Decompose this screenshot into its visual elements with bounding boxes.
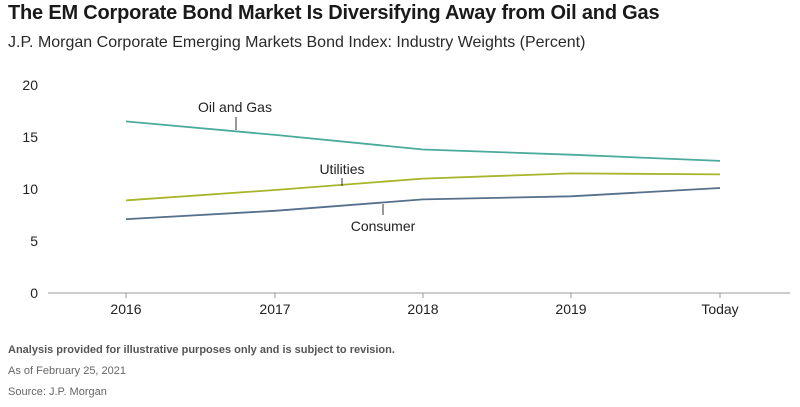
x-tick-label: 2016	[110, 301, 141, 317]
series-label-oil-and-gas: Oil and Gas	[198, 99, 272, 115]
x-tick-label: 2019	[555, 301, 586, 317]
series-line-consumer	[125, 187, 721, 221]
series-line-oil-and-gas	[125, 120, 721, 162]
x-tick-label: Today	[701, 301, 738, 317]
y-tick-label: 20	[22, 77, 38, 93]
y-tick-label: 15	[22, 129, 38, 145]
x-tick-label: 2017	[259, 301, 290, 317]
chart-axes: 0 5 10 15 20 2016 2017 2018 2019 Today	[22, 77, 790, 317]
chart-series	[125, 120, 721, 221]
series-label-utilities: Utilities	[319, 161, 364, 177]
y-tick-label: 5	[30, 233, 38, 249]
series-line-utilities	[125, 172, 721, 202]
chart-series-labels: Oil and Gas Utilities Consumer	[198, 99, 416, 234]
source-note: Source: J.P. Morgan	[8, 386, 107, 398]
chart-title: The EM Corporate Bond Market Is Diversif…	[8, 2, 660, 24]
y-tick-label: 0	[30, 285, 38, 301]
series-label-consumer: Consumer	[351, 218, 416, 234]
chart-subtitle: J.P. Morgan Corporate Emerging Markets B…	[8, 34, 586, 51]
x-tick-label: 2018	[407, 301, 438, 317]
y-tick-label: 10	[22, 181, 38, 197]
as-of-date: As of February 25, 2021	[8, 365, 127, 377]
disclaimer-note: Analysis provided for illustrative purpo…	[8, 344, 395, 356]
